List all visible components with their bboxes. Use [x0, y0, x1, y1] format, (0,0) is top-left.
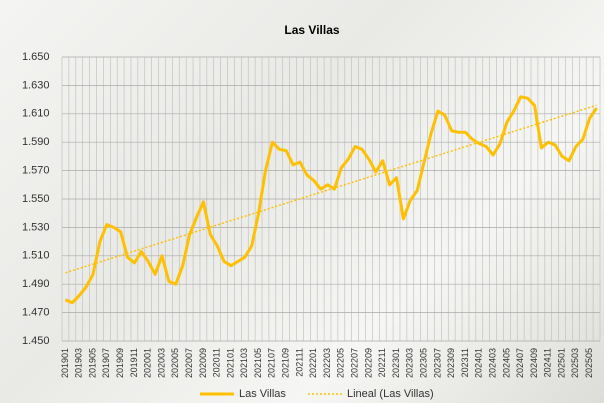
x-tick-label: 201907 — [101, 348, 111, 378]
x-tick-label: 202307 — [432, 348, 442, 378]
legend-label: Las Villas — [239, 388, 286, 400]
x-tick-label: 201903 — [74, 348, 84, 378]
x-tick-label: 202105 — [253, 348, 263, 378]
chart-title: Las Villas — [284, 23, 339, 37]
x-tick-label: 202403 — [487, 348, 497, 378]
x-tick-label: 202309 — [446, 348, 456, 378]
x-tick-label: 202207 — [350, 348, 360, 378]
x-tick-label: 202311 — [460, 348, 470, 377]
x-tick-label: 202409 — [529, 348, 539, 378]
y-tick-label: 1.470 — [22, 307, 50, 319]
x-tick-label: 202305 — [418, 348, 428, 378]
x-tick-label: 201911 — [129, 348, 139, 377]
x-tick-label: 201905 — [87, 348, 97, 378]
x-tick-label: 202011 — [212, 348, 222, 377]
x-tick-label: 202407 — [515, 348, 525, 378]
x-tick-label: 202205 — [336, 348, 346, 378]
y-tick-label: 1.650 — [22, 51, 50, 63]
x-tick-label: 201901 — [60, 348, 70, 378]
x-tick-label: 202401 — [474, 348, 484, 378]
x-tick-label: 202505 — [584, 348, 594, 378]
y-tick-label: 1.530 — [22, 221, 50, 233]
y-tick-label: 1.490 — [22, 278, 50, 290]
x-tick-label: 202503 — [570, 348, 580, 378]
x-tick-label: 202201 — [308, 348, 318, 378]
y-tick-label: 1.450 — [22, 335, 50, 347]
x-tick-label: 202107 — [267, 348, 277, 378]
x-tick-label: 202411 — [543, 348, 553, 377]
x-tick-label: 202003 — [156, 348, 166, 378]
x-tick-label: 202001 — [143, 348, 153, 378]
legend-label: Lineal (Las Villas) — [347, 388, 434, 400]
y-tick-label: 1.610 — [22, 108, 50, 120]
x-tick-label: 202303 — [405, 348, 415, 378]
x-tick-label: 202111 — [294, 348, 304, 377]
x-tick-label: 202103 — [239, 348, 249, 378]
x-tick-label: 202501 — [556, 348, 566, 378]
x-tick-label: 202211 — [377, 348, 387, 377]
x-tick-label: 202005 — [170, 348, 180, 378]
y-tick-label: 1.550 — [22, 193, 50, 205]
chart: Las Villas 1.450 1.470 1.490 1.510 1.530 1.55… — [0, 0, 604, 403]
x-tick-label: 202301 — [391, 348, 401, 378]
x-tick-label: 201909 — [115, 348, 125, 378]
y-tick-label: 1.510 — [22, 250, 50, 262]
y-tick-label: 1.630 — [22, 79, 50, 91]
x-tick-label: 202209 — [363, 348, 373, 378]
y-tick-label: 1.570 — [22, 165, 50, 177]
x-tick-label: 202007 — [184, 348, 194, 378]
x-tick-label: 202109 — [281, 348, 291, 378]
x-tick-label: 202405 — [501, 348, 511, 378]
x-tick-label: 202101 — [225, 348, 235, 378]
y-tick-label: 1.590 — [22, 136, 50, 148]
x-tick-label: 202203 — [322, 348, 332, 378]
x-tick-label: 202009 — [198, 348, 208, 378]
